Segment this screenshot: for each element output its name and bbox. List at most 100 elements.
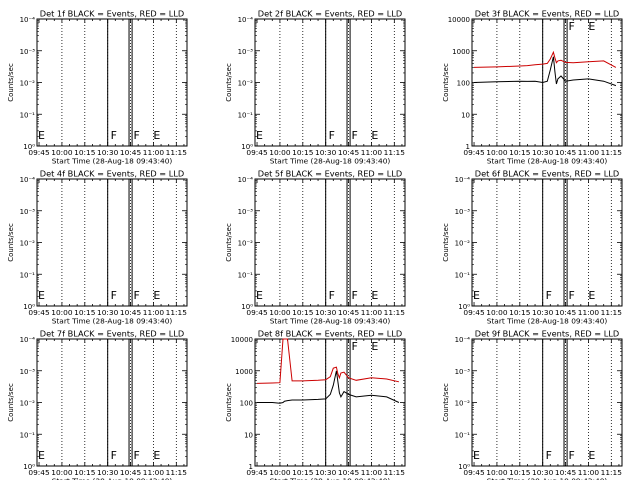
x-tick-label: 10:15 <box>509 148 531 157</box>
x-tick-label: 10:30 <box>315 468 337 477</box>
y-tick-label: 10⁻⁴ <box>238 16 254 24</box>
x-axis-label: Start Time (28-Aug-18 09:43:40) <box>487 317 608 326</box>
x-tick-label: 09:45 <box>463 148 485 157</box>
x-tick-label: 09:45 <box>28 468 50 477</box>
panel-axes-frame <box>471 18 623 147</box>
event-marker-label: F <box>134 129 140 142</box>
y-tick-label: 10⁻⁴ <box>455 336 471 344</box>
panel-title: Det 7f BLACK = Events, RED = LLD <box>40 329 184 339</box>
x-tick-label: 09:45 <box>463 308 485 317</box>
event-marker-label: E <box>588 289 595 302</box>
event-marker-label: F <box>546 449 552 462</box>
x-tick-label: 10:45 <box>120 468 142 477</box>
y-tick-label: 100 <box>457 80 470 88</box>
event-marker-label: E <box>38 129 45 142</box>
x-tick-label: 10:15 <box>292 468 314 477</box>
event-marker-label: E <box>371 129 378 142</box>
event-marker-label: E <box>473 449 480 462</box>
x-axis-label: Start Time (28-Aug-18 09:43:40) <box>270 477 391 480</box>
event-marker-label: F <box>569 289 575 302</box>
events-series-line <box>473 56 617 87</box>
x-axis-label: Start Time (28-Aug-18 09:43:40) <box>487 477 608 480</box>
event-marker-label: E <box>256 129 263 142</box>
y-axis-label: Counts/sec <box>7 383 15 422</box>
panel-axes-frame <box>36 178 188 307</box>
x-tick-label: 10:15 <box>74 148 96 157</box>
y-tick-label: 10⁻³ <box>455 368 471 376</box>
x-tick-label: 10:45 <box>338 148 360 157</box>
panel-axes-frame <box>471 338 623 467</box>
event-marker-label: F <box>111 289 117 302</box>
x-tick-label: 10:30 <box>97 308 119 317</box>
x-tick-label: 10:00 <box>51 468 73 477</box>
event-marker-label: E <box>371 289 378 302</box>
y-tick-label: 10⁻² <box>20 240 36 248</box>
x-tick-label: 10:00 <box>486 468 508 477</box>
y-tick-label: 10⁻⁴ <box>238 176 254 184</box>
x-tick-label: 10:15 <box>509 468 531 477</box>
x-tick-label: 10:15 <box>74 468 96 477</box>
x-tick-label: 10:45 <box>120 148 142 157</box>
x-tick-label: 11:15 <box>166 148 188 157</box>
x-tick-label: 11:00 <box>578 468 600 477</box>
y-tick-label: 10⁻¹ <box>20 271 36 279</box>
x-axis-label: Start Time (28-Aug-18 09:43:40) <box>270 157 391 166</box>
x-tick-label: 10:30 <box>532 468 554 477</box>
y-axis-label: Counts/sec <box>225 63 233 102</box>
events-series-line <box>257 370 400 404</box>
y-tick-label: 10⁻¹ <box>455 271 471 279</box>
y-tick-label: 10000 <box>448 16 470 24</box>
panel-title: Det 9f BLACK = Events, RED = LLD <box>475 329 619 339</box>
y-tick-label: 10⁰ <box>241 303 253 311</box>
y-axis-label: Counts/sec <box>7 223 15 262</box>
y-tick-label: 10⁻³ <box>20 368 36 376</box>
x-tick-label: 09:45 <box>28 308 50 317</box>
event-marker-label: E <box>256 289 263 302</box>
event-marker-label: E <box>473 289 480 302</box>
panel-title: Det 1f BLACK = Events, RED = LLD <box>40 9 184 19</box>
y-tick-label: 10⁻² <box>238 240 254 248</box>
x-tick-label: 11:15 <box>384 468 406 477</box>
x-tick-label: 10:00 <box>51 308 73 317</box>
x-tick-label: 11:00 <box>361 308 383 317</box>
x-tick-label: 11:15 <box>601 468 623 477</box>
event-marker-label: E <box>371 340 378 353</box>
x-tick-label: 09:45 <box>246 148 268 157</box>
x-tick-label: 11:15 <box>166 468 188 477</box>
y-tick-label: 10⁻³ <box>238 208 254 216</box>
y-tick-label: 1 <box>466 143 470 151</box>
x-tick-label: 10:30 <box>532 308 554 317</box>
x-tick-label: 10:30 <box>315 308 337 317</box>
x-axis-label: Start Time (28-Aug-18 09:43:40) <box>52 477 173 480</box>
panel-title: Det 5f BLACK = Events, RED = LLD <box>258 169 402 179</box>
x-tick-label: 10:00 <box>269 468 291 477</box>
event-marker-label: F <box>546 289 552 302</box>
event-marker-label: F <box>329 129 335 142</box>
panel-title: Det 3f BLACK = Events, RED = LLD <box>475 9 619 19</box>
y-tick-label: 10 <box>461 111 470 119</box>
y-tick-label: 10 <box>244 431 253 439</box>
y-tick-label: 10⁻² <box>238 80 254 88</box>
x-tick-label: 09:45 <box>463 468 485 477</box>
y-tick-label: 10⁻¹ <box>238 111 254 119</box>
x-tick-label: 09:45 <box>246 468 268 477</box>
x-tick-label: 11:15 <box>601 148 623 157</box>
event-marker-label: F <box>569 449 575 462</box>
y-tick-label: 100 <box>240 400 253 408</box>
y-tick-label: 10000 <box>231 336 253 344</box>
panel-axes-frame <box>471 178 623 307</box>
event-marker-label: E <box>38 289 45 302</box>
x-tick-label: 11:00 <box>578 148 600 157</box>
y-tick-label: 10⁻² <box>20 80 36 88</box>
x-axis-label: Start Time (28-Aug-18 09:43:40) <box>487 157 608 166</box>
y-tick-label: 1000 <box>235 368 253 376</box>
event-marker-label: F <box>352 129 358 142</box>
x-tick-label: 11:00 <box>361 148 383 157</box>
x-tick-label: 11:00 <box>143 468 165 477</box>
x-tick-label: 10:15 <box>509 308 531 317</box>
y-tick-label: 10⁻³ <box>20 208 36 216</box>
